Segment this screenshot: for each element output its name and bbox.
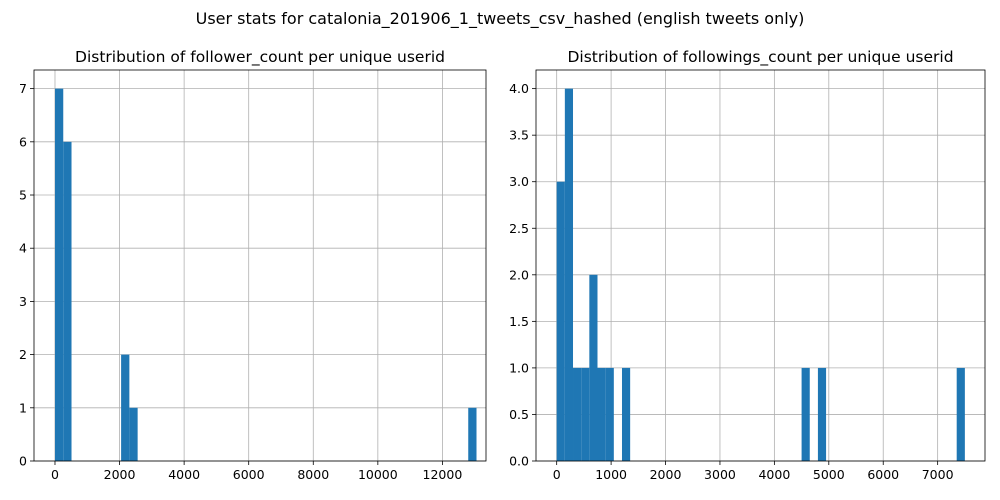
y-tick-label: 2.5	[509, 221, 529, 236]
y-tick-label: 5	[19, 188, 27, 203]
x-tick-label: 10000	[358, 467, 398, 482]
x-tick-label: 8000	[297, 467, 329, 482]
chart-panels: 0 2000 4000 6000 8000 10000 1200001234567Distr…	[19, 48, 986, 482]
y-tick-label: 1.0	[509, 360, 529, 375]
y-tick-label: 6	[19, 134, 27, 149]
y-tick-label: 2.0	[509, 267, 529, 282]
histogram-bar	[589, 274, 598, 461]
y-tick-label: 0	[19, 454, 27, 469]
chart-title: Distribution of followings_count per uni…	[567, 48, 953, 67]
x-tick-label: 2000	[104, 467, 136, 482]
x-tick-label: 1000	[595, 467, 627, 482]
histogram-bar	[573, 367, 582, 461]
x-tick-label: 4000	[168, 467, 200, 482]
histogram-bar	[54, 88, 64, 461]
histogram-bar	[605, 367, 614, 461]
x-tick-label: 3000	[704, 467, 736, 482]
axes-frame	[33, 69, 487, 462]
y-tick-label: 1.5	[509, 314, 529, 329]
histogram-bar	[801, 367, 810, 461]
histogram-bar	[817, 367, 827, 461]
y-tick-label: 1	[19, 400, 27, 415]
x-tick-label: 4000	[758, 467, 790, 482]
chart-panel-2: 0 1000 2000 3000 4000 5000 6000 7000 0.0 0.5 1.0 1.…	[509, 48, 986, 482]
x-tick-label: 12000	[423, 467, 463, 482]
x-tick-label: 0	[51, 467, 59, 482]
y-tick-label: 2	[19, 347, 27, 362]
histogram-bar	[468, 407, 477, 461]
chart-panel-1: 0 2000 4000 6000 8000 10000 12000 0 1 2 3 4 5 6 7 Distr…	[19, 48, 487, 482]
y-tick-label: 4.0	[509, 81, 529, 96]
y-tick-label: 0.0	[509, 454, 529, 469]
histogram-bar	[956, 367, 965, 461]
y-tick-label: 0.5	[509, 407, 529, 422]
x-tick-label: 0	[553, 467, 561, 482]
histogram-bar	[581, 367, 590, 461]
x-tick-label: 6000	[233, 467, 265, 482]
histogram-bar	[63, 141, 72, 461]
axes-frame	[535, 69, 986, 462]
histogram-bar	[129, 407, 138, 461]
x-tick-label: 5000	[813, 467, 845, 482]
y-tick-label: 3.5	[509, 128, 529, 143]
x-tick-label: 2000	[650, 467, 682, 482]
x-tick-label: 6000	[867, 467, 899, 482]
histogram-bar	[556, 181, 565, 461]
y-tick-label: 7	[19, 81, 27, 96]
chart-title: Distribution of follower_count per uniqu…	[75, 48, 445, 67]
figure-suptitle: User stats for catalonia_201906_1_tweets…	[196, 9, 805, 29]
histogram-bar	[121, 354, 130, 461]
y-tick-label: 3.0	[509, 174, 529, 189]
x-tick-label: 7000	[922, 467, 954, 482]
histogram-bar	[597, 367, 606, 461]
histogram-bar	[621, 367, 631, 461]
histogram-bar	[564, 88, 574, 461]
y-tick-label: 4	[19, 241, 27, 256]
y-tick-label: 3	[19, 294, 27, 309]
